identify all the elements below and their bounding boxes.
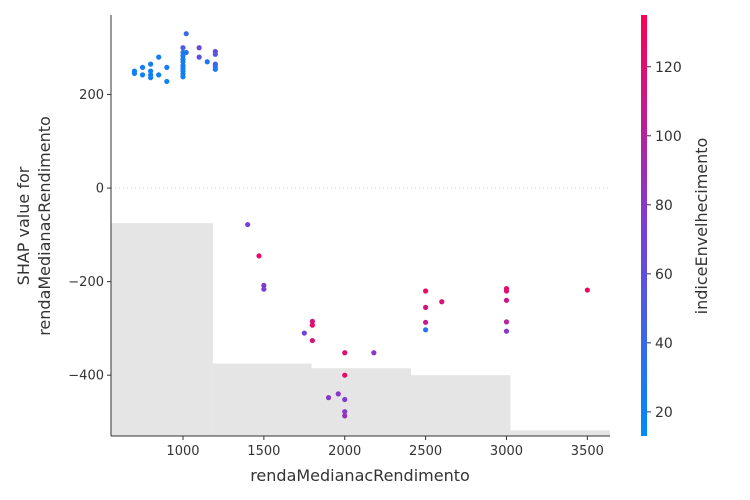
data-point (183, 31, 189, 37)
colorbar-tick-label: 60 (655, 267, 673, 283)
data-point (245, 221, 251, 228)
data-point (371, 350, 377, 356)
histogram-bar-5 (510, 430, 610, 436)
y-axis-label-line-2: rendaMedianacRendimento (35, 116, 54, 336)
data-point (212, 51, 218, 57)
data-point (180, 45, 186, 51)
data-point (503, 297, 510, 303)
data-point (196, 54, 202, 60)
axes: 1000 1500 2000 2500 3000 3500 −400 −200 0 200 (68, 15, 610, 459)
data-point (261, 282, 267, 288)
data-point (261, 286, 267, 292)
colorbar-tick-label: 20 (655, 405, 673, 421)
data-point (139, 64, 146, 70)
data-point (503, 328, 510, 334)
data-point (301, 330, 307, 336)
colorbar-tick-label: 100 (655, 129, 682, 145)
colorbar-tick-label: 40 (655, 336, 673, 352)
data-point (204, 59, 210, 65)
data-point (342, 350, 348, 356)
data-point (325, 395, 332, 401)
y-tick-label: 0 (96, 182, 104, 197)
x-tick-label: 2500 (409, 444, 442, 459)
histogram-bar-3 (311, 368, 412, 436)
x-tick-label: 3000 (490, 444, 523, 459)
data-point (156, 54, 162, 60)
data-point (342, 413, 348, 419)
x-axis-label: rendaMedianacRendimento (250, 466, 470, 485)
data-point (439, 299, 445, 305)
y-tick-label: −400 (68, 369, 104, 384)
data-point (503, 319, 510, 325)
histogram-background (111, 223, 610, 436)
data-point (148, 68, 154, 74)
histogram-bar-2 (212, 363, 312, 436)
data-point (180, 59, 186, 65)
data-point (164, 78, 170, 85)
data-point (423, 319, 429, 325)
data-point (423, 288, 429, 294)
data-point (156, 72, 162, 78)
data-point (503, 288, 510, 294)
data-point (309, 318, 315, 324)
x-tick-label: 3500 (571, 444, 604, 459)
y-axis-label-line-1: SHAP value for (14, 166, 33, 285)
data-point (342, 372, 348, 378)
x-tick-label: 2000 (328, 444, 361, 459)
data-point (423, 327, 429, 333)
data-point (131, 70, 138, 77)
y-tick-label: −200 (68, 275, 104, 290)
data-point (148, 61, 154, 67)
data-point (584, 287, 590, 293)
data-point (309, 337, 315, 344)
data-point (256, 253, 262, 259)
data-point (212, 66, 218, 72)
data-point (309, 322, 315, 328)
data-point (148, 75, 154, 81)
y-tick-label: 200 (79, 88, 104, 103)
data-point (423, 304, 429, 310)
data-point (342, 409, 348, 415)
x-tick-label: 1500 (247, 444, 280, 459)
data-point (196, 45, 202, 51)
data-point (342, 396, 348, 403)
histogram-bar-1 (111, 223, 213, 436)
colorbar-label: indiceEnvelhecimento (692, 138, 711, 315)
colorbar-ticks: 20 40 60 80 100 120 (647, 60, 682, 421)
colorbar (641, 15, 647, 436)
data-point (183, 49, 189, 56)
colorbar-tick-label: 120 (655, 60, 682, 76)
scatter-points (131, 31, 590, 419)
data-point (164, 64, 170, 70)
data-point (335, 391, 341, 397)
x-tick-label: 1000 (166, 444, 199, 459)
histogram-bar-4 (411, 375, 511, 436)
colorbar-tick-label: 80 (655, 198, 673, 214)
data-point (139, 72, 146, 78)
data-point (180, 74, 186, 80)
